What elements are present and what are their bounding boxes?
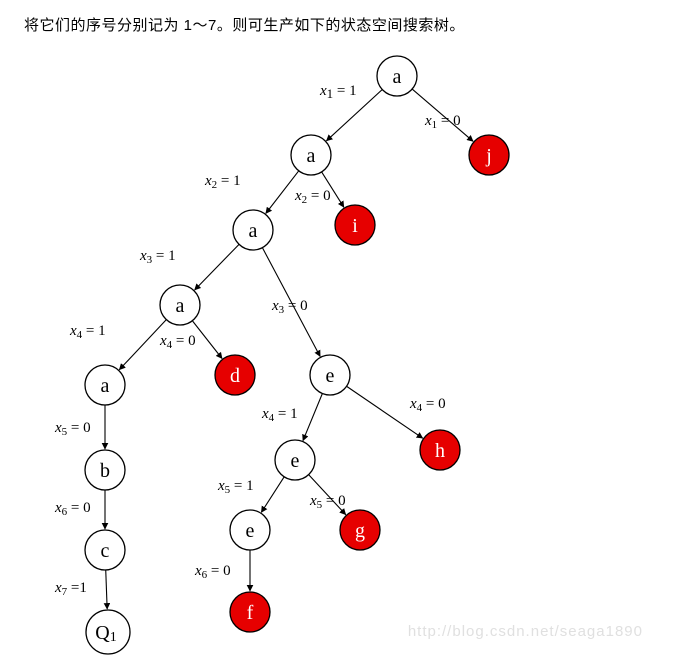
edge-label: x6 = 0	[54, 500, 91, 518]
edge-label: x4 = 0	[409, 396, 446, 414]
watermark-text: http://blog.csdn.net/seaga1890	[408, 623, 643, 640]
edge-label: x3 = 0	[271, 298, 308, 316]
node-label: e	[326, 365, 335, 387]
edge-label: x1 = 1	[319, 83, 357, 101]
node-label: j	[485, 145, 492, 167]
edge	[106, 570, 107, 609]
node-label: h	[435, 440, 445, 462]
node-label: f	[247, 602, 254, 624]
edge-label: x5 = 0	[309, 493, 346, 511]
node-label: a	[101, 375, 110, 397]
edge-label: x2 = 1	[204, 173, 241, 191]
node-label: a	[249, 220, 258, 242]
edge-label: x3 = 1	[139, 248, 176, 266]
edge-label: x2 = 0	[294, 188, 331, 206]
edge	[303, 393, 322, 440]
node-label: a	[176, 295, 185, 317]
edge-label: x1 = 0	[424, 113, 461, 131]
node-label: g	[355, 520, 365, 542]
edge	[266, 171, 299, 214]
edge-label: x4 = 1	[69, 323, 106, 341]
node-label: c	[101, 540, 110, 562]
edge-label: x5 = 0	[54, 420, 91, 438]
node-label: e	[291, 450, 300, 472]
edge	[347, 386, 423, 438]
edge	[261, 477, 284, 513]
nodes-group: ajaiaadabcQ1ehegef	[85, 56, 509, 654]
node-label: a	[307, 145, 316, 167]
edge-label: x6 = 0	[194, 563, 231, 581]
node-label: i	[352, 215, 358, 237]
edge-label: x4 = 1	[261, 406, 298, 424]
tree-diagram: ajaiaadabcQ1ehegef x1 = 1x1 = 0x2 = 1x2 …	[0, 0, 673, 660]
edge-label: x5 = 1	[217, 478, 254, 496]
edge	[192, 321, 222, 359]
edges-group	[105, 89, 473, 609]
edge-label: x4 = 0	[159, 333, 196, 351]
edge	[195, 244, 239, 290]
node-label: d	[230, 365, 240, 387]
node-label: a	[393, 66, 402, 88]
node-label: b	[100, 460, 110, 482]
node-label: e	[246, 520, 255, 542]
edge-label: x7 =1	[54, 580, 87, 598]
